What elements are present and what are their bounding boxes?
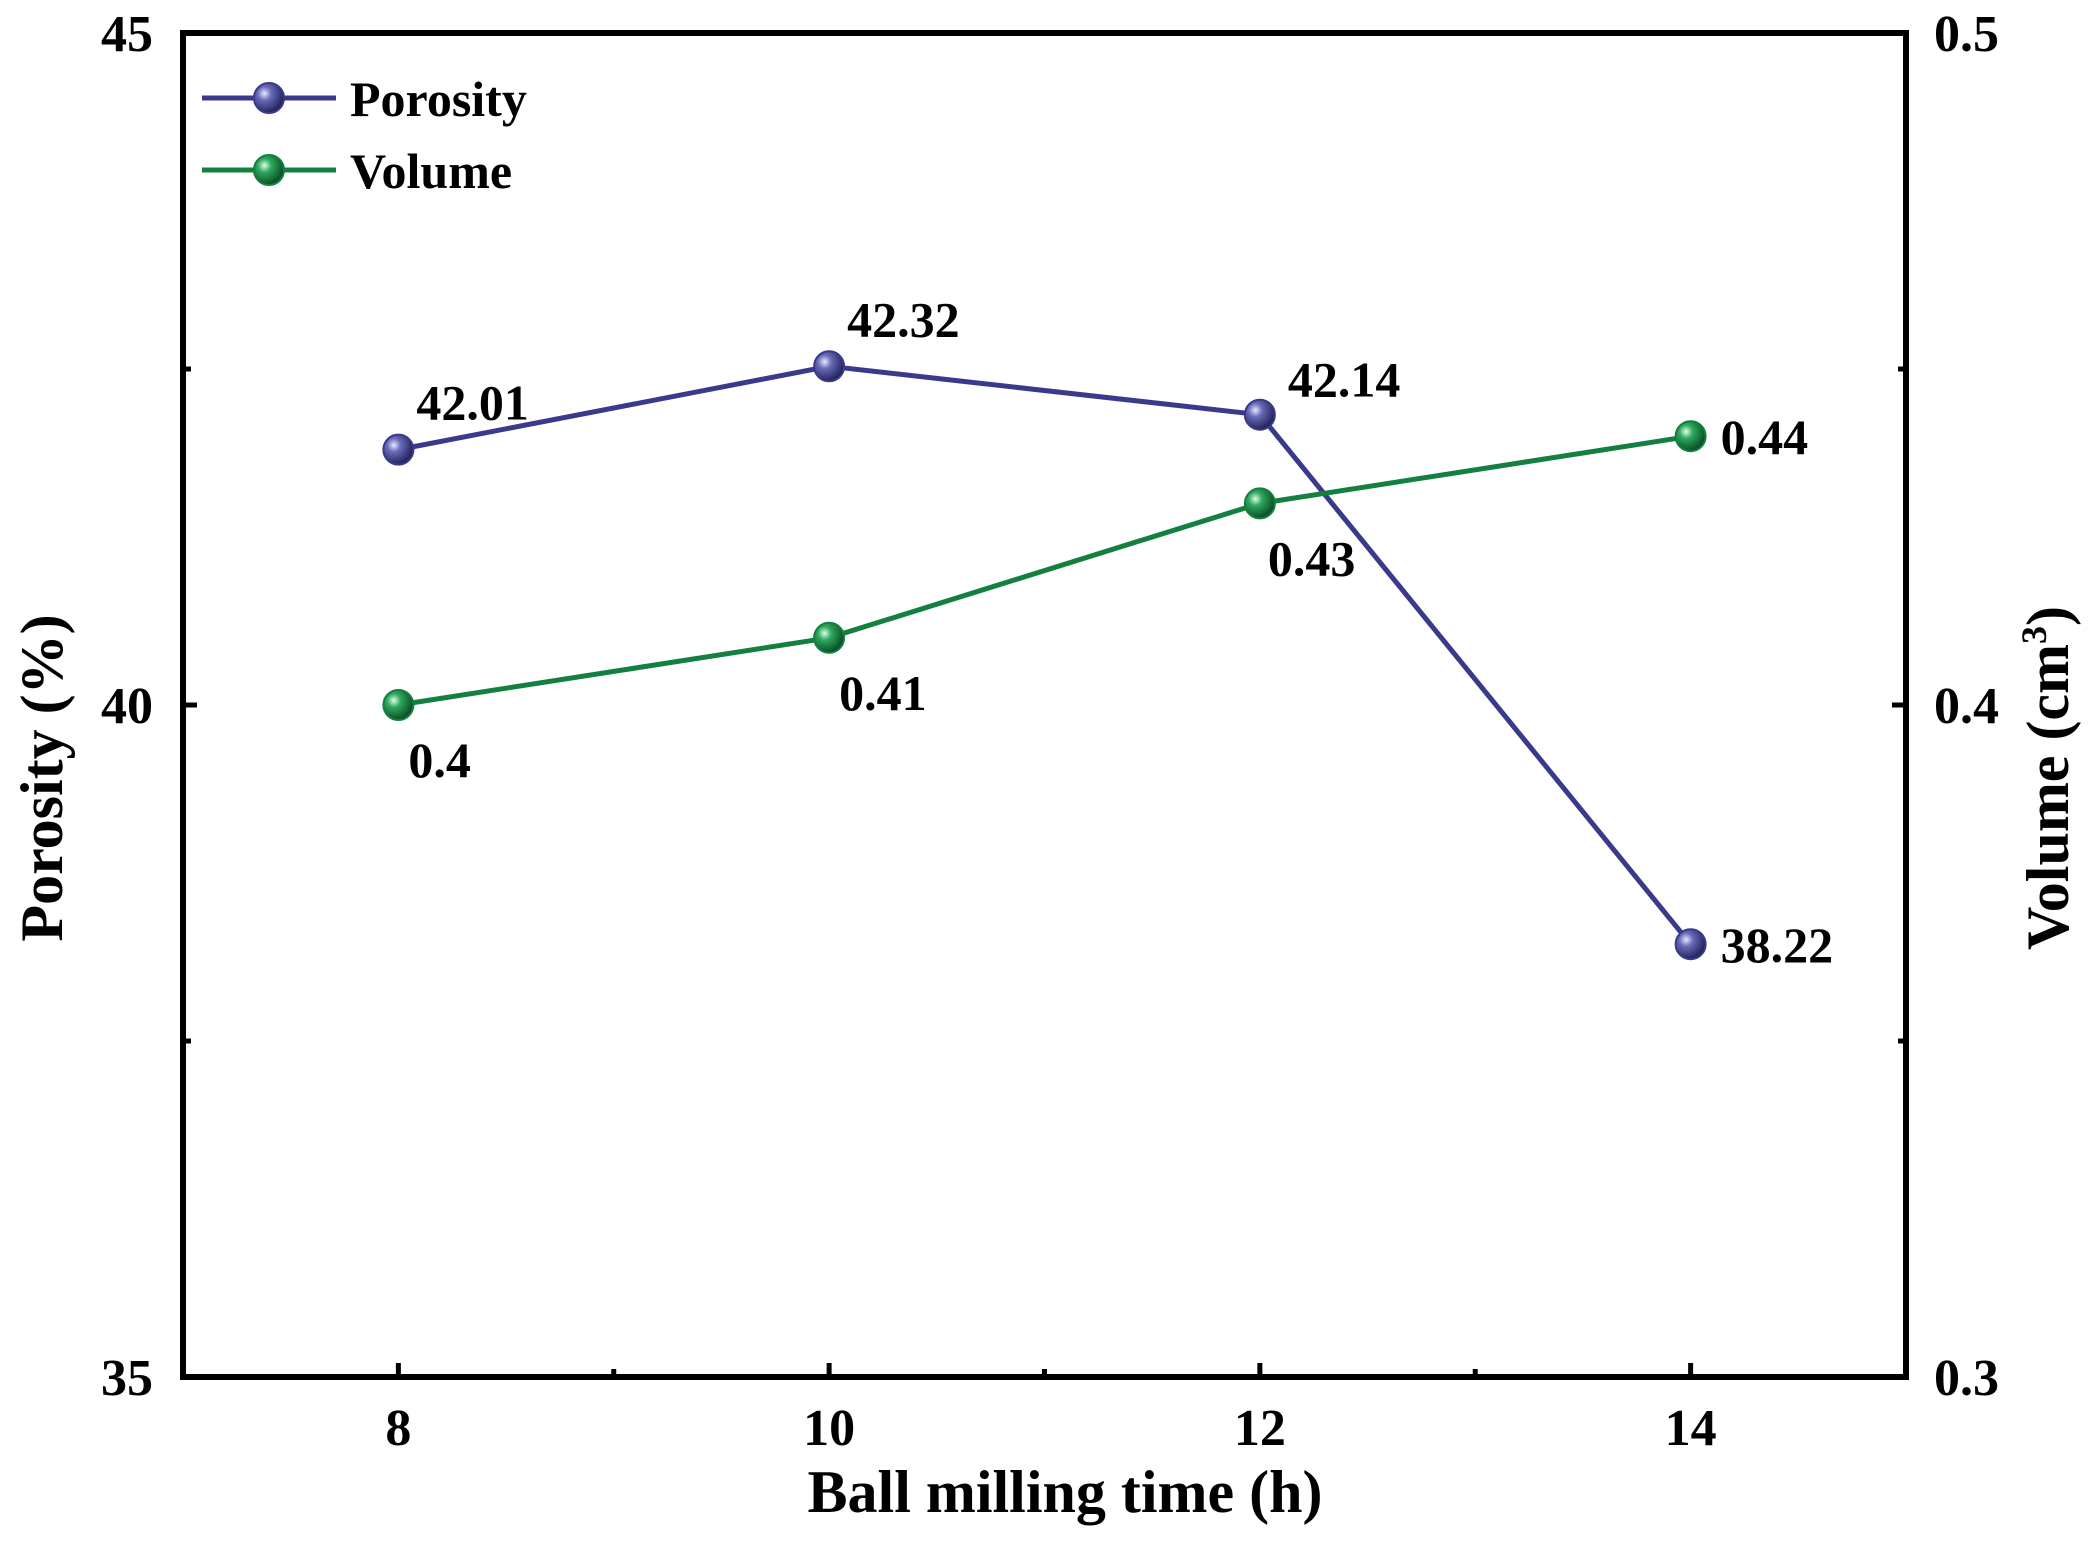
data-point-porosity (1243, 398, 1276, 431)
y-axis-left-title: Porosity (%) (9, 614, 75, 941)
series-line-porosity (397, 363, 1693, 946)
data-label-porosity: 38.22 (1721, 917, 1834, 973)
data-point-volume (1243, 487, 1276, 520)
y-right-tick-label: 0.3 (1934, 1350, 1999, 1407)
series-line-volume (397, 433, 1692, 708)
legend-label-porosity: Porosity (350, 71, 527, 127)
y-axis-right-title-tail: ) (2015, 606, 2081, 626)
data-point-porosity (813, 350, 846, 383)
y-left-tick-label: 45 (101, 6, 153, 63)
data-label-volume: 0.41 (839, 665, 927, 721)
data-label-porosity: 42.14 (1288, 352, 1401, 408)
data-point-volume (382, 689, 415, 721)
x-tick-label: 14 (1665, 1400, 1717, 1457)
legend-marker-volume (253, 154, 285, 186)
data-point-porosity (382, 433, 415, 466)
y-axis-right-title-base: Volume (cm (2015, 644, 2081, 950)
legend: Porosity Volume (202, 71, 527, 199)
y-left-tick-label: 40 (101, 678, 153, 735)
legend-marker-porosity (253, 82, 285, 114)
y-left-tick-label: 35 (101, 1350, 153, 1407)
data-label-porosity: 42.01 (416, 375, 529, 431)
x-tick-label: 12 (1234, 1400, 1286, 1457)
x-tick-label: 10 (803, 1400, 855, 1457)
data-point-volume (813, 621, 846, 654)
data-label-volume: 0.44 (1721, 409, 1809, 465)
data-label-volume: 0.4 (408, 732, 471, 788)
y-axis-right-title: Volume (cm3) (2014, 606, 2081, 950)
data-label-porosity: 42.32 (847, 291, 960, 347)
data-label-volume: 0.43 (1268, 530, 1356, 586)
data-point-volume (1674, 420, 1707, 453)
y-axis-right-title-sup: 3 (2014, 626, 2054, 644)
x-axis-title: Ball milling time (h) (808, 1459, 1323, 1525)
x-tick-label: 8 (385, 1400, 411, 1457)
legend-label-volume: Volume (350, 143, 512, 199)
plot-frame (180, 30, 1909, 1380)
y-right-tick-label: 0.5 (1934, 6, 1999, 63)
data-point-porosity (1674, 928, 1707, 961)
y-right-tick-label: 0.4 (1934, 678, 1999, 735)
